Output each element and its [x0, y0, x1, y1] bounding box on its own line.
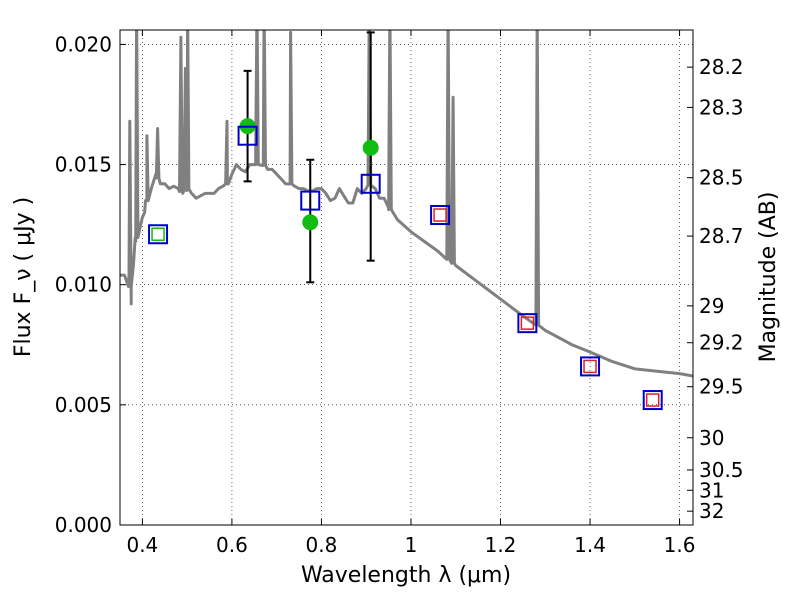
green-point-marker: [302, 214, 319, 231]
right-tick-label: 29: [699, 294, 724, 318]
green-squares: [151, 227, 165, 241]
x-tick-label: 1.4: [574, 533, 606, 557]
grid-lines: [120, 30, 693, 525]
green-square-marker: [151, 227, 165, 241]
right-axis-label: Magnitude (AB): [756, 192, 781, 363]
right-tick-label: 29.5: [699, 375, 744, 399]
plot-area: [120, 30, 693, 411]
model-spectrum: [120, 30, 693, 378]
blue-square-marker: [642, 390, 663, 411]
blue-square-marker: [580, 356, 601, 377]
red-square-marker: [645, 393, 660, 407]
blue-square-marker: [300, 190, 321, 211]
y-axis-ticks: 0.000 0.005 0.010 0.015 0.020: [55, 32, 126, 537]
blue-square-marker: [360, 173, 381, 194]
x-axis-ticks: 0.4 0.6 0.8 1 1.2 1.4 1.6: [126, 30, 695, 557]
y-axis-label: Flux F_ν ( μJy ): [11, 197, 36, 357]
y-tick-label: 0.015: [55, 153, 112, 177]
right-tick-label: 32: [699, 499, 724, 523]
y-tick-label: 0.005: [55, 393, 112, 417]
x-tick-label: 0.6: [216, 533, 248, 557]
blue-squares: [148, 125, 663, 411]
right-tick-label: 30.5: [699, 458, 744, 482]
right-tick-label: 29.2: [699, 331, 744, 355]
y-tick-label: 0.020: [55, 32, 112, 56]
red-squares: [433, 208, 660, 407]
red-square-marker: [583, 359, 597, 374]
blue-square-marker: [517, 313, 538, 334]
right-tick-label: 30: [699, 426, 724, 450]
y-tick-label: 0.000: [55, 513, 112, 537]
right-tick-label: 28.5: [699, 166, 744, 190]
x-tick-label: 0.4: [126, 533, 158, 557]
x-tick-label: 1: [405, 533, 418, 557]
red-square-marker: [520, 316, 535, 330]
plot-frame: [119, 29, 694, 526]
right-tick-label: 28.2: [699, 55, 744, 79]
right-tick-label: 28.7: [699, 224, 744, 248]
right-tick-label: 28.3: [699, 95, 744, 119]
x-tick-label: 0.8: [306, 533, 338, 557]
blue-square-marker: [148, 224, 169, 245]
blue-square-marker: [237, 125, 258, 146]
blue-square-marker: [430, 205, 451, 226]
green-point-marker: [362, 139, 379, 156]
red-square-marker: [433, 208, 447, 222]
model-spectrum-line: [120, 30, 693, 378]
right-tick-label: 31: [699, 478, 724, 502]
y-tick-label: 0.010: [55, 273, 112, 297]
x-tick-label: 1.6: [664, 533, 696, 557]
x-axis-label: Wavelength λ (μm): [301, 563, 511, 588]
x-tick-label: 1.2: [485, 533, 517, 557]
green-points: [239, 118, 379, 231]
